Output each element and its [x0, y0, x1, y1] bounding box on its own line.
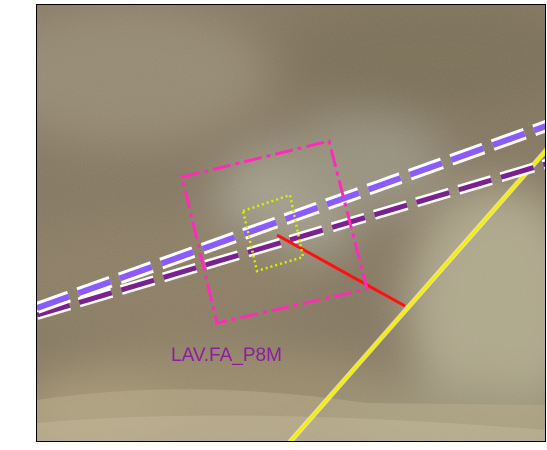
map-canvas[interactable]: [37, 5, 546, 442]
aerial-imagery: [37, 5, 545, 441]
flight-line-lower[interactable]: [37, 158, 546, 320]
road-line[interactable]: [287, 147, 546, 442]
footprint-polygon[interactable]: [180, 139, 369, 325]
flight-line-upper[interactable]: [37, 120, 546, 314]
map-frame[interactable]: LAV.FA_P8M: [36, 4, 546, 442]
feature-label: LAV.FA_P8M: [171, 345, 282, 366]
inner-box[interactable]: [241, 193, 305, 273]
offset-line[interactable]: [276, 233, 406, 308]
